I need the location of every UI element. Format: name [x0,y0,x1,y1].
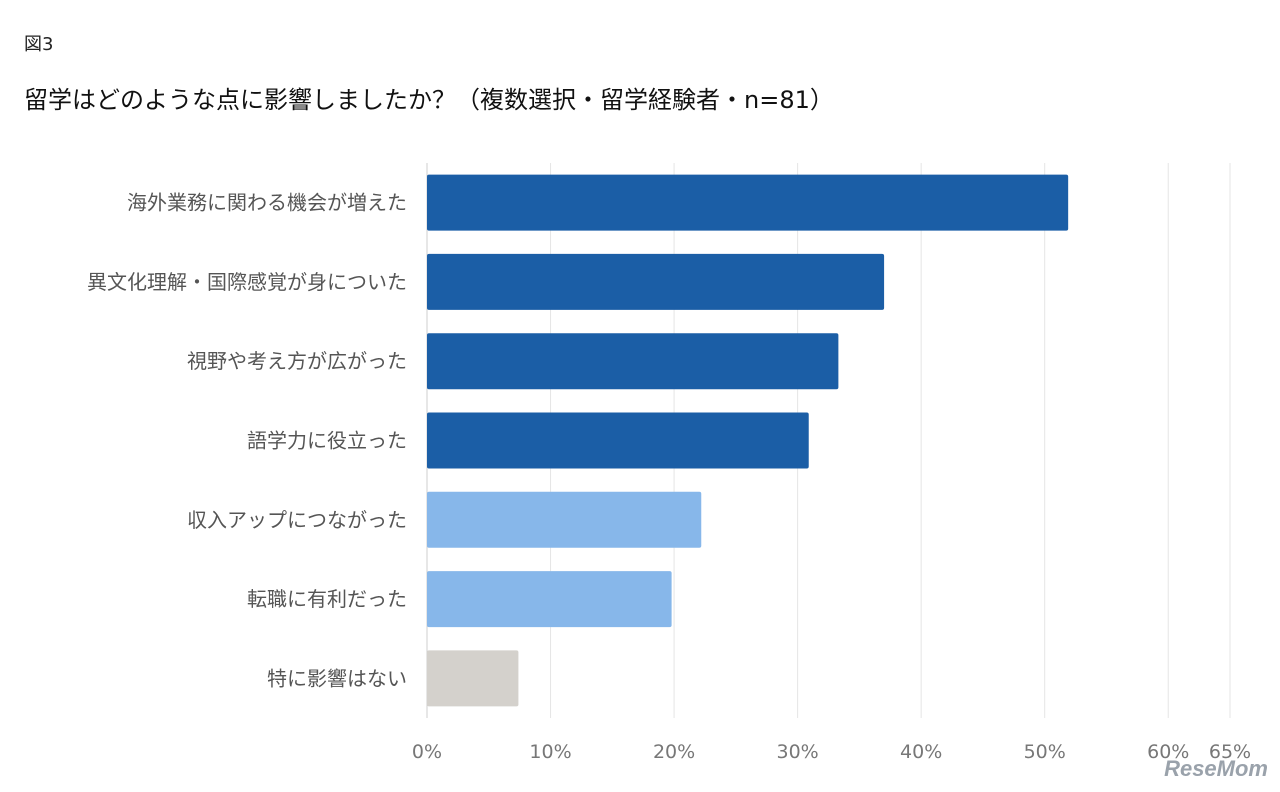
category-labels: 海外業務に関わる機会が増えた異文化理解・国際感覚が身についた視野や考え方が広がっ… [87,191,407,691]
x-tick-label: 30% [776,741,818,763]
bar [427,174,1069,231]
x-tick-label: 20% [653,741,695,763]
x-tick-label: 40% [900,741,942,763]
bar [427,412,809,469]
bar [427,650,519,707]
figure-label: 図3 [24,34,54,55]
bar [427,491,702,548]
x-tick-label: 50% [1024,741,1066,763]
x-tick-label: 10% [529,741,571,763]
bar [427,571,672,628]
bar [427,333,839,390]
resemom-logo: ReseMom [1164,756,1268,781]
x-tick-label: 0% [412,741,442,763]
x-tick-label: 60% [1147,741,1189,763]
category-label: 特に影響はない [267,666,407,690]
category-label: 収入アップにつながった [187,508,407,532]
x-tick-label: 65% [1209,741,1251,763]
category-label: 異文化理解・国際感覚が身についた [87,270,407,294]
x-tick-labels: 0% 10% 20% 30% 40% 50% 60% 65% [412,741,1251,763]
category-label: 転職に有利だった [247,587,407,611]
category-label: 海外業務に関わる機会が増えた [127,191,407,215]
category-label: 視野や考え方が広がった [187,349,407,373]
bars [427,174,1069,707]
category-label: 語学力に役立った [247,429,407,453]
bar [427,253,885,310]
chart-title: 留学はどのような点に影響しましたか？（複数選択・留学経験者・n=81） [24,86,834,114]
